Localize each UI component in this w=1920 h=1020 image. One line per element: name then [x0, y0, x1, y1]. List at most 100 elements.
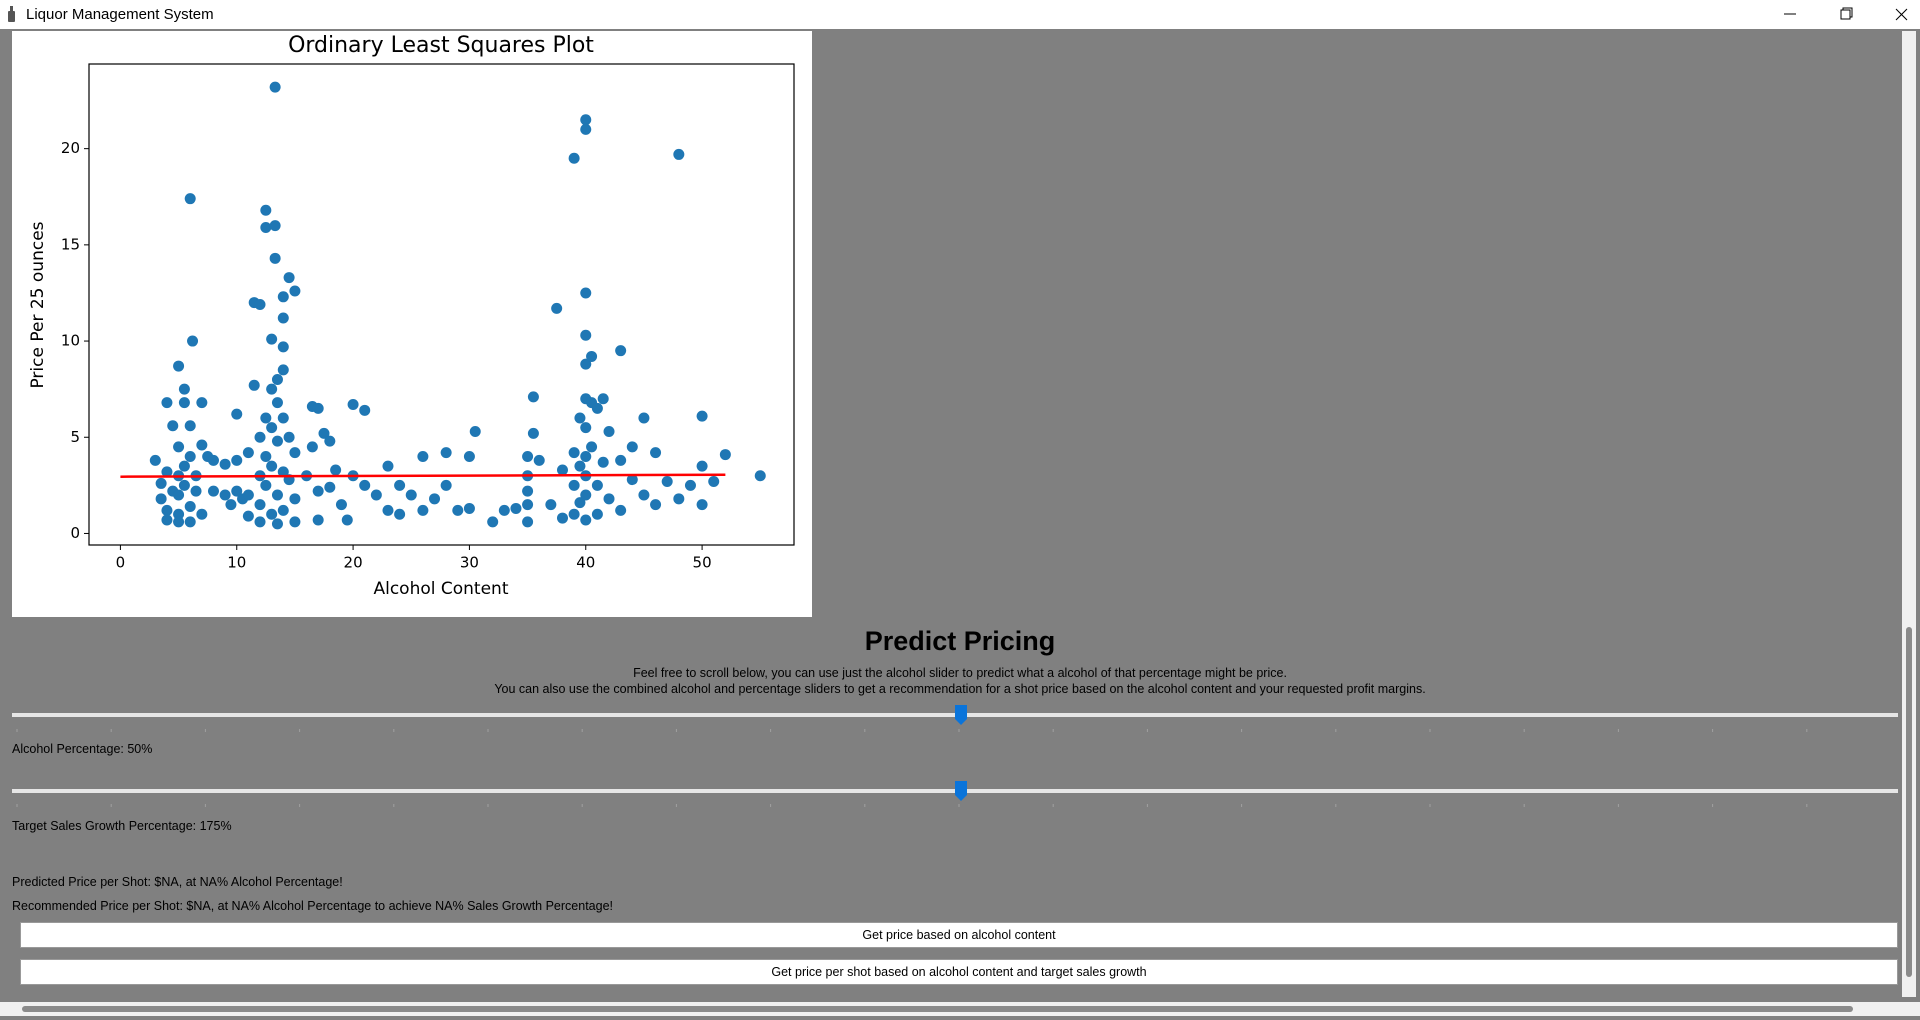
fit-line: [120, 473, 726, 478]
data-point: [556, 464, 568, 476]
window-controls: [1784, 7, 1908, 21]
data-point: [650, 447, 662, 459]
data-point: [266, 460, 278, 472]
x-tick-label: 20: [344, 554, 363, 572]
sliders: [12, 705, 1898, 807]
data-point: [277, 341, 289, 353]
growth-slider-thumb[interactable]: [955, 781, 967, 801]
close-button[interactable]: [1895, 8, 1908, 21]
data-point: [330, 464, 342, 476]
data-point: [161, 504, 173, 516]
data-point: [178, 383, 190, 395]
data-point: [568, 152, 580, 164]
data-point: [696, 499, 708, 511]
data-point: [417, 450, 429, 462]
data-point: [254, 499, 266, 511]
data-point: [260, 479, 272, 491]
y-tick-label: 5: [70, 428, 80, 446]
data-point: [277, 291, 289, 303]
app-icon: [8, 6, 15, 22]
data-point: [673, 148, 685, 160]
data-point: [306, 441, 318, 453]
chart-panel: Ordinary Least Squares Plot Alcohol Cont…: [12, 31, 812, 617]
data-point: [312, 402, 324, 414]
data-point: [266, 333, 278, 345]
horizontal-scrollbar[interactable]: [0, 1002, 1920, 1016]
data-point: [260, 412, 272, 424]
data-point: [242, 447, 254, 459]
alcohol-price-button[interactable]: Get price based on alcohol content: [20, 922, 1898, 948]
data-point: [277, 504, 289, 516]
growth-price-button[interactable]: Get price per shot based on alcohol cont…: [20, 959, 1898, 985]
data-point: [173, 516, 185, 528]
data-point: [382, 504, 394, 516]
restore-button[interactable]: [1840, 7, 1853, 20]
recommended-text: Recommended Price per Shot: $NA, at NA% …: [12, 899, 614, 913]
data-point: [277, 466, 289, 478]
data-point: [289, 285, 301, 297]
data-point: [271, 489, 283, 501]
x-tick-label: 50: [693, 554, 712, 572]
data-point: [510, 502, 522, 514]
data-point: [155, 493, 167, 505]
data-point: [161, 514, 173, 526]
x-axis-label: Alcohol Content: [373, 579, 508, 599]
data-point: [219, 458, 231, 470]
data-point: [638, 412, 650, 424]
data-point: [603, 493, 615, 505]
y-tick-label: 15: [61, 235, 80, 253]
scroll-thumb[interactable]: [22, 1006, 1853, 1012]
data-point: [650, 499, 662, 511]
data-point: [277, 412, 289, 424]
data-point: [347, 399, 359, 411]
data-point: [312, 485, 324, 497]
section-heading: Predict Pricing: [864, 626, 1056, 656]
data-point: [638, 489, 650, 501]
y-tick-label: 10: [61, 332, 80, 350]
data-point: [684, 479, 696, 491]
data-point: [463, 450, 475, 462]
scroll-thumb[interactable]: [1906, 627, 1912, 977]
data-point: [173, 441, 185, 453]
data-point: [551, 302, 563, 314]
data-point: [242, 489, 254, 501]
data-point: [260, 204, 272, 216]
data-point: [254, 431, 266, 443]
data-point: [591, 402, 603, 414]
alcohol-label: Alcohol Percentage: 50%: [12, 742, 153, 756]
data-point: [187, 335, 199, 347]
data-point: [231, 485, 243, 497]
data-point: [370, 489, 382, 501]
data-point: [266, 383, 278, 395]
data-point: [161, 397, 173, 409]
alcohol-slider-thumb[interactable]: [955, 705, 967, 725]
data-point: [289, 493, 301, 505]
data-point: [178, 460, 190, 472]
data-point: [341, 514, 353, 526]
data-point: [597, 393, 609, 405]
data-point: [167, 420, 179, 432]
data-point: [580, 329, 592, 341]
data-point: [254, 516, 266, 528]
data-point: [196, 508, 208, 520]
data-point: [382, 460, 394, 472]
data-point: [603, 425, 615, 437]
vertical-scrollbar[interactable]: [1902, 31, 1916, 997]
data-point: [580, 287, 592, 299]
data-point: [283, 431, 295, 443]
data-point: [522, 516, 534, 528]
data-point: [271, 518, 283, 530]
data-point: [568, 479, 580, 491]
data-point: [324, 481, 336, 493]
description-line: Feel free to scroll below, you can use j…: [633, 666, 1287, 680]
data-point: [626, 441, 638, 453]
data-point: [335, 499, 347, 511]
data-point: [184, 501, 196, 513]
x-tick-label: 10: [227, 554, 246, 572]
data-point: [260, 222, 272, 234]
data-point: [568, 508, 580, 520]
data-point: [580, 450, 592, 462]
data-point: [661, 476, 673, 488]
data-point: [719, 449, 731, 461]
